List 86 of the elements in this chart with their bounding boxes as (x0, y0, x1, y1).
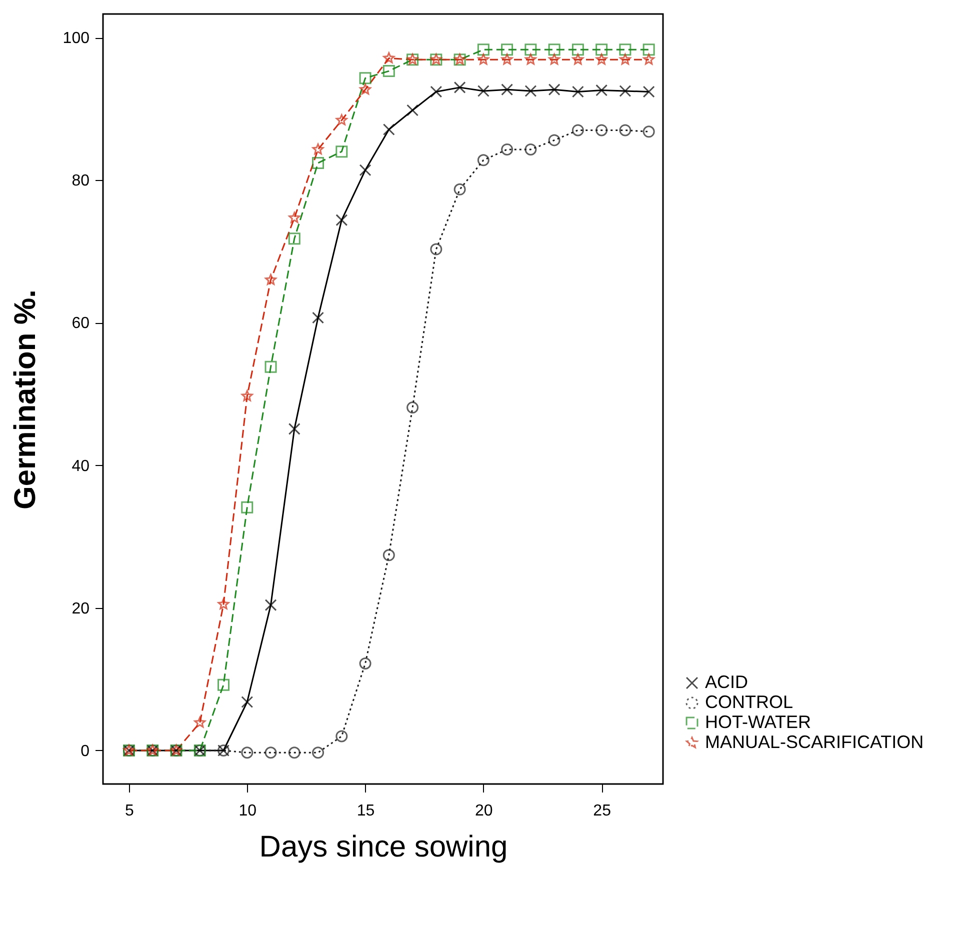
point (382, 65, 395, 78)
point (477, 154, 490, 166)
point (336, 114, 348, 126)
point (642, 44, 655, 56)
legend-label: MANUAL-SCARIFICATION (705, 732, 924, 752)
point (264, 360, 277, 373)
point (241, 390, 253, 402)
point (501, 54, 513, 65)
point (501, 84, 514, 96)
point (430, 243, 442, 256)
point (643, 54, 655, 65)
point (572, 124, 584, 136)
point (288, 422, 300, 435)
point (572, 54, 584, 65)
point (548, 134, 560, 146)
point (477, 85, 490, 97)
point (383, 52, 395, 64)
point (619, 85, 632, 97)
x-axis-title: Days since sowing (259, 830, 508, 864)
point (264, 599, 277, 612)
point (312, 312, 324, 324)
point (288, 232, 300, 245)
point (501, 143, 514, 156)
point (218, 678, 230, 691)
point (312, 746, 324, 759)
point (241, 696, 254, 708)
point (406, 402, 419, 414)
point (572, 86, 584, 98)
point (619, 124, 632, 136)
point (548, 44, 560, 56)
point (360, 84, 372, 95)
point (596, 124, 608, 136)
x-tick-label: 15 (356, 802, 375, 820)
y-tick-label: 80 (72, 172, 90, 190)
legend-label: HOT-WATER (705, 712, 811, 732)
y-tick-label: 0 (80, 742, 90, 760)
legend-label: CONTROL (705, 692, 794, 712)
point (430, 86, 442, 98)
point (642, 126, 655, 138)
point (336, 146, 348, 158)
x-tick-label: 10 (238, 802, 257, 820)
y-axis-title: Germination %. (8, 289, 42, 510)
point (524, 44, 537, 56)
point (524, 54, 536, 65)
y-tick-label: 20 (72, 600, 90, 618)
y-tick-label: 60 (72, 315, 90, 332)
point (596, 44, 608, 56)
point (478, 54, 490, 65)
point (194, 716, 206, 728)
point (218, 598, 230, 610)
point (312, 143, 324, 154)
point (619, 44, 632, 56)
point (406, 104, 419, 116)
point (454, 81, 466, 94)
point (241, 746, 254, 759)
point (264, 746, 277, 759)
y-tick-label: 100 (62, 30, 90, 48)
point (572, 44, 584, 56)
point (336, 214, 348, 226)
point (359, 658, 372, 670)
point (548, 84, 560, 96)
point (477, 44, 490, 56)
point (619, 54, 631, 65)
point (642, 86, 655, 98)
point (548, 54, 560, 65)
point (265, 274, 276, 285)
point (359, 72, 372, 84)
x-tick-label: 5 (125, 802, 134, 820)
x-tick-label: 20 (475, 802, 493, 820)
point (288, 212, 300, 223)
point (241, 501, 254, 514)
legend-label: ACID (705, 672, 748, 692)
point (312, 157, 324, 170)
point (382, 124, 395, 136)
point (501, 44, 514, 56)
y-tick-label: 40 (72, 458, 90, 475)
x-tick-label: 25 (593, 802, 612, 820)
point (288, 746, 300, 759)
point (596, 54, 608, 65)
point (596, 84, 608, 96)
point (524, 143, 537, 156)
point (336, 730, 348, 742)
point (382, 549, 395, 562)
point (524, 85, 537, 97)
point (359, 164, 372, 176)
point (454, 183, 466, 196)
